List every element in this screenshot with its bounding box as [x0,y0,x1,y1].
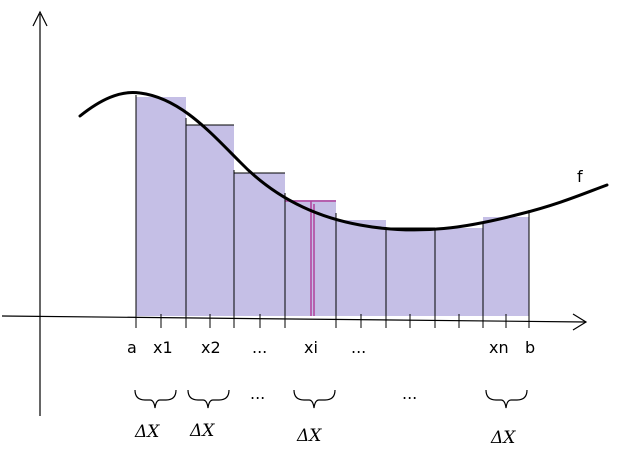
delta-x-label: ΔX [296,426,322,446]
delta-x-label: ΔX [134,422,160,442]
function-curve [78,90,609,232]
interval-braces [134,389,528,409]
brace-ellipsis: ... [402,384,417,403]
curve-label-f: f [577,167,583,186]
x-label-x2: x2 [201,338,221,357]
delta-x-labels: ΔX ΔX ΔX ΔX [134,421,516,448]
x-axis [1,315,587,323]
interval-brace [485,389,528,409]
brace-ellipsis: ... [250,384,265,403]
riemann-rect [386,228,435,316]
delta-x-label: ΔX [490,428,516,448]
axes [1,10,588,416]
interval-brace [293,389,336,409]
delta-x-label: ΔX [189,421,215,441]
riemann-rect [234,173,285,316]
riemann-rect [336,220,386,316]
interval-brace [187,389,230,409]
x-axis-labels: a x1 x2 ... xi ... xn b [127,338,535,357]
riemann-rect [483,217,529,316]
x-label-ellipsis: ... [351,338,366,357]
riemann-rect [435,228,483,316]
riemann-rect [136,97,186,316]
x-label-xn: xn [489,338,509,357]
brace-ellipses: ... ... [250,384,417,403]
x-label-b: b [525,338,535,357]
x-label-ellipsis: ... [252,338,267,357]
riemann-rect [186,125,234,316]
riemann-rectangles [136,97,529,316]
x-label-xi: xi [304,338,318,357]
partition-lines [135,95,530,328]
x-axis-arrowhead [572,313,588,331]
x-label-a: a [127,338,137,357]
y-axis-arrowhead [32,10,48,27]
interval-brace [134,389,177,409]
x-label-x1: x1 [153,338,173,357]
